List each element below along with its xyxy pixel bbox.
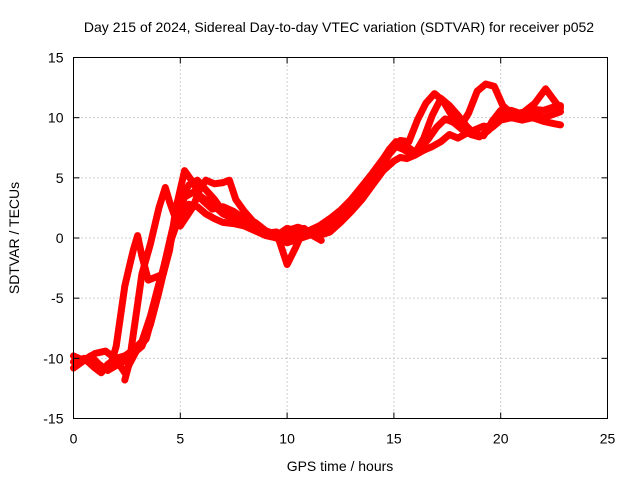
y-tick-label: -15: [43, 411, 63, 427]
y-tick-label: 5: [56, 170, 64, 186]
y-tick-label: 10: [48, 110, 64, 126]
y-tick-label: -5: [51, 290, 64, 306]
series-4-line: [106, 82, 562, 372]
x-tick-label: 10: [279, 431, 295, 447]
y-tick-label: 0: [56, 230, 64, 246]
y-tick-label: -10: [43, 350, 63, 366]
chart-title: Day 215 of 2024, Sidereal Day-to-day VTE…: [84, 19, 594, 35]
y-tick-labels: -15 -10 -5 0 5 10 15: [43, 50, 63, 427]
x-tick-labels: 0 5 10 15 20 25: [70, 431, 616, 447]
tick-marks: [73, 57, 608, 419]
x-tick-label: 0: [70, 431, 78, 447]
y-axis-label: SDTVAR / TECUs: [6, 182, 22, 294]
y-tick-label: 15: [48, 50, 64, 66]
series-layer: [70, 80, 564, 384]
x-tick-label: 20: [493, 431, 509, 447]
x-tick-label: 25: [600, 431, 616, 447]
x-axis-label: GPS time / hours: [287, 458, 394, 474]
series-5-line: [123, 178, 323, 382]
x-tick-label: 5: [176, 431, 184, 447]
x-tick-label: 15: [386, 431, 402, 447]
